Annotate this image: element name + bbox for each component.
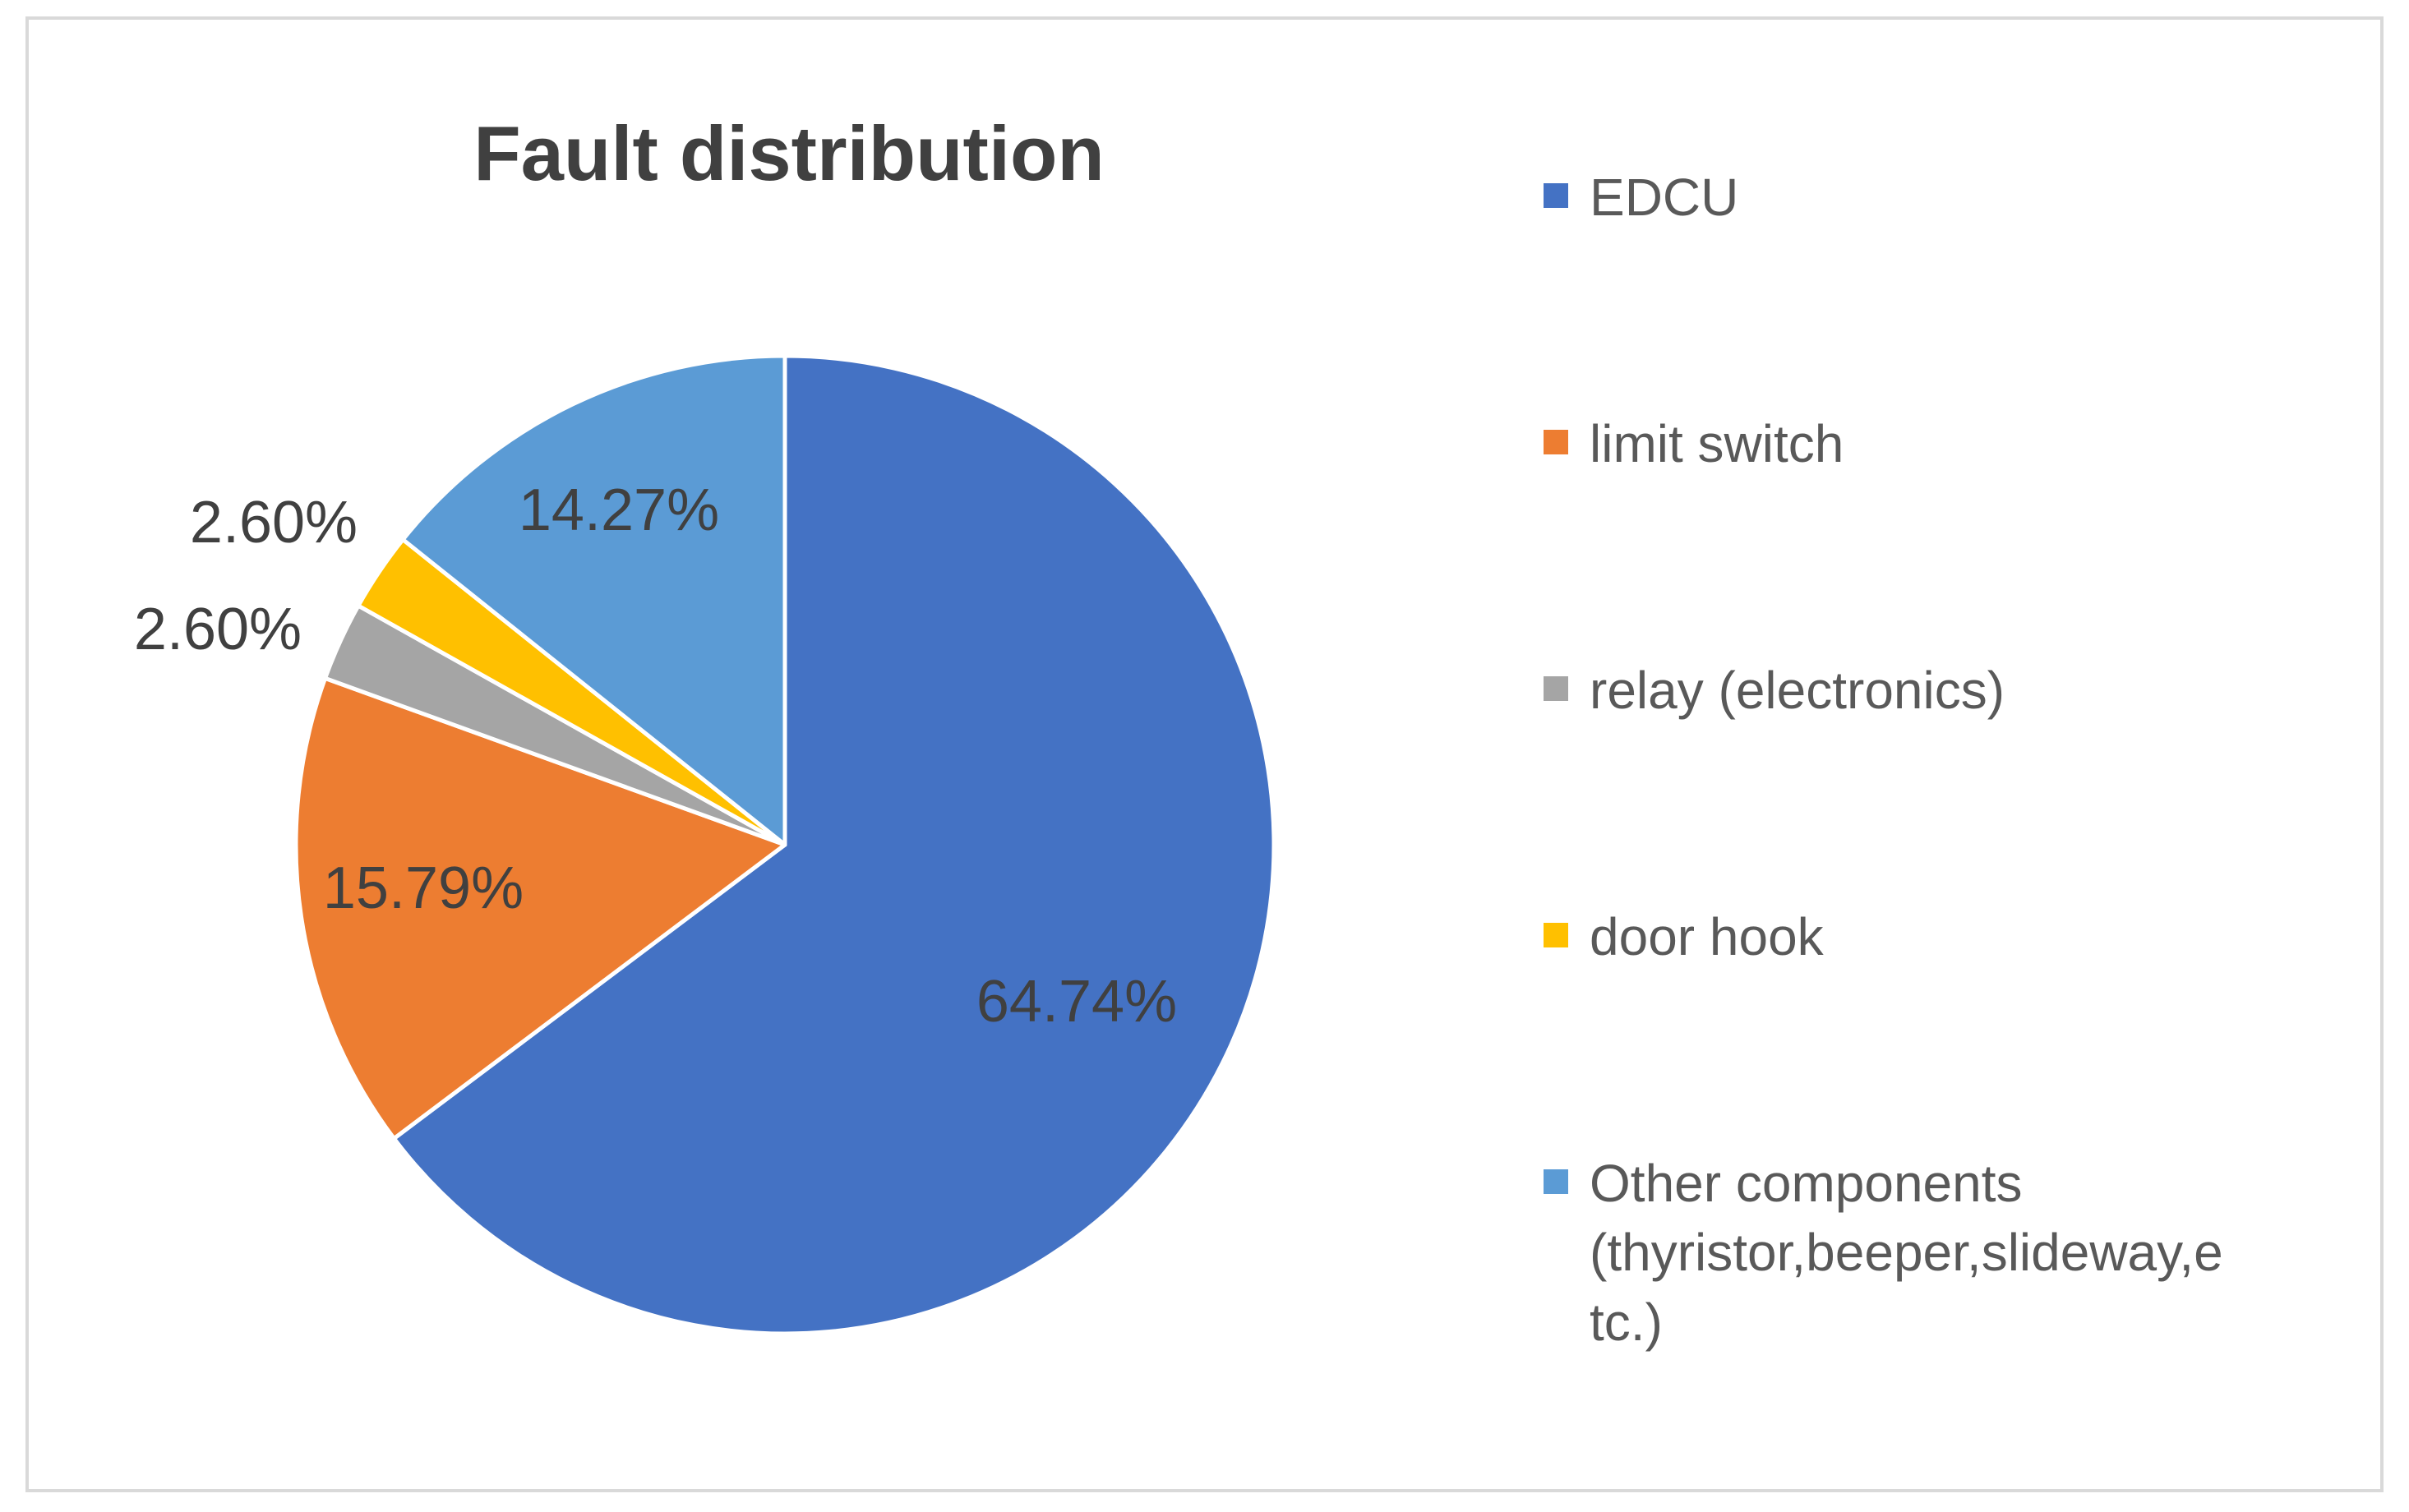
- data-label-relay: 2.60%: [134, 597, 302, 662]
- legend-label: limit switch: [1590, 414, 1844, 473]
- legend-swatch: [1544, 430, 1568, 454]
- legend-item-door: door hook: [1544, 908, 2313, 966]
- legend: EDCU limit switch relay (electronics) door …: [1544, 0, 2349, 1479]
- legend-label: Other components (thyristor,beeper,slidew…: [1590, 1154, 2223, 1352]
- chart-title: Fault distribution: [473, 110, 1105, 196]
- data-label-edcu: 64.74%: [976, 969, 1177, 1035]
- legend-label: EDCU: [1590, 168, 1739, 227]
- legend-item-other: Other components (thyristor,beeper,slidew…: [1544, 1155, 2313, 1362]
- legend-swatch: [1544, 183, 1568, 208]
- data-label-limit: 15.79%: [323, 855, 524, 921]
- legend-item-edcu: EDCU: [1544, 168, 2313, 226]
- legend-swatch: [1544, 676, 1568, 701]
- pie-slice-other: [400, 353, 787, 847]
- pie-slice-limit: [293, 675, 787, 1141]
- data-label-other: 14.27%: [519, 477, 719, 543]
- legend-swatch: [1544, 923, 1568, 947]
- data-label-door: 2.60%: [190, 490, 358, 555]
- legend-swatch: [1544, 1169, 1568, 1194]
- pie-slice-edcu: [391, 353, 1276, 1336]
- legend-item-limit: limit switch: [1544, 415, 2313, 472]
- legend-label: relay (electronics): [1590, 661, 2005, 720]
- legend-label: door hook: [1590, 907, 1824, 966]
- legend-item-relay: relay (electronics): [1544, 662, 2313, 719]
